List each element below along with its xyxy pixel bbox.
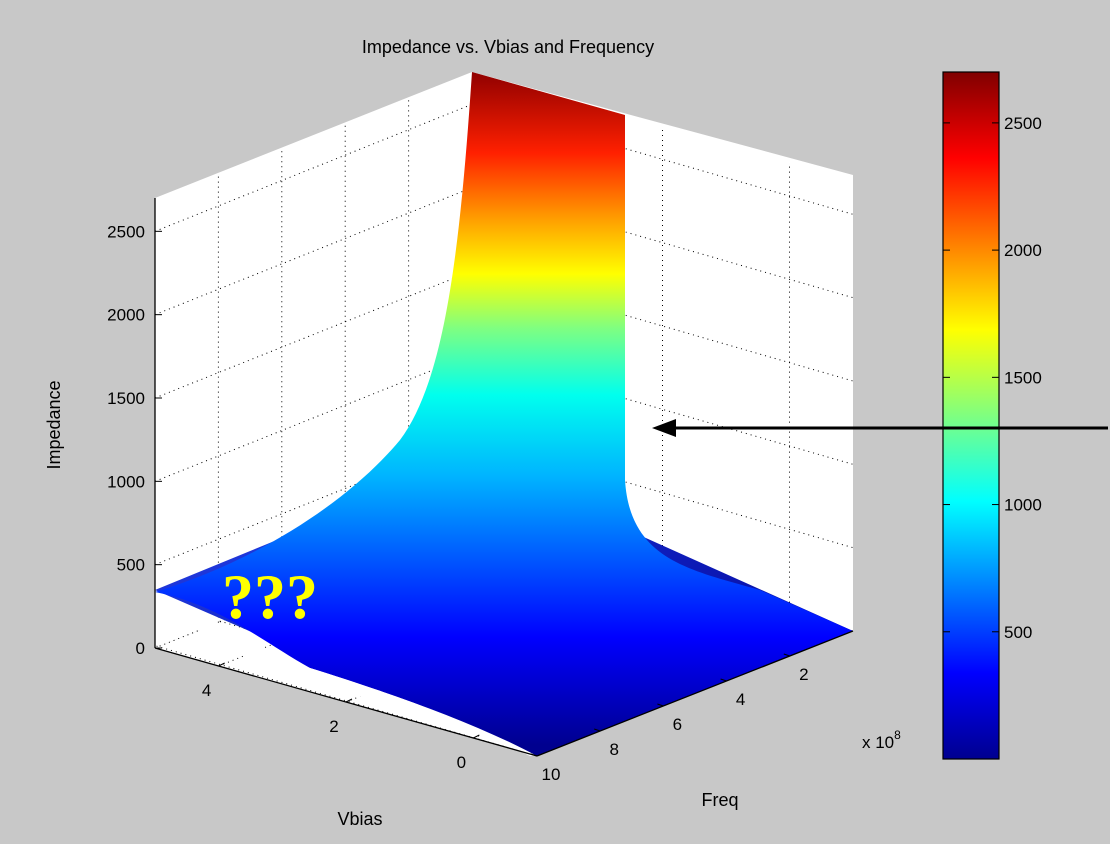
arrow-annotation	[652, 419, 1108, 437]
y-tick-label: 4	[736, 690, 745, 709]
colorbar-tick-label: 500	[1004, 623, 1032, 642]
x-tick-label: 2	[329, 717, 338, 736]
x-tick-mark	[218, 662, 225, 667]
colorbar-ticks: 500 1000 1500 2000 2500	[943, 114, 1042, 642]
z-tick-label: 2500	[107, 222, 145, 241]
colorbar-tick-label: 2500	[1004, 114, 1042, 133]
z-axis-label: Impedance	[44, 380, 64, 469]
y-tick-label: 6	[673, 715, 682, 734]
chart-title: Impedance vs. Vbias and Frequency	[362, 37, 654, 57]
z-ticks: 0 500 1000 1500 2000 2500	[107, 222, 162, 658]
y-tick-label: 10	[542, 765, 561, 784]
y-tick-label: 2	[799, 665, 808, 684]
x-tick-mark	[345, 698, 353, 703]
z-tick-label: 1500	[107, 389, 145, 408]
z-tick-label: 1000	[107, 472, 145, 491]
z-tick-label: 0	[136, 639, 145, 658]
z-tick-label: 2000	[107, 306, 145, 325]
z-tick-label: 500	[117, 556, 145, 575]
y-tick-mark	[720, 678, 727, 682]
y-tick-mark	[594, 728, 601, 732]
x-tick-mark	[473, 734, 480, 739]
colorbar-tick-label: 1000	[1004, 496, 1042, 515]
question-annotation: ???	[222, 561, 318, 632]
x-tick-label: 0	[457, 753, 466, 772]
y-exponent-label: x 108	[862, 728, 901, 752]
y-tick-mark	[530, 753, 538, 757]
y-tick-mark	[783, 653, 790, 657]
y-ticks: 2 4 6 8 10	[530, 653, 809, 784]
x-axis-label: Vbias	[337, 809, 382, 829]
colorbar-tick-label: 1500	[1004, 368, 1042, 387]
y-tick-label: 8	[609, 740, 618, 759]
colorbar-tick-label: 2000	[1004, 241, 1042, 260]
y-axis-label: Freq	[701, 790, 738, 810]
impedance-surface	[155, 72, 853, 756]
x-ticks: 4 2 0	[202, 662, 480, 772]
y-tick-mark	[657, 703, 664, 707]
x-tick-label: 4	[202, 681, 211, 700]
colorbar	[942, 71, 1000, 760]
